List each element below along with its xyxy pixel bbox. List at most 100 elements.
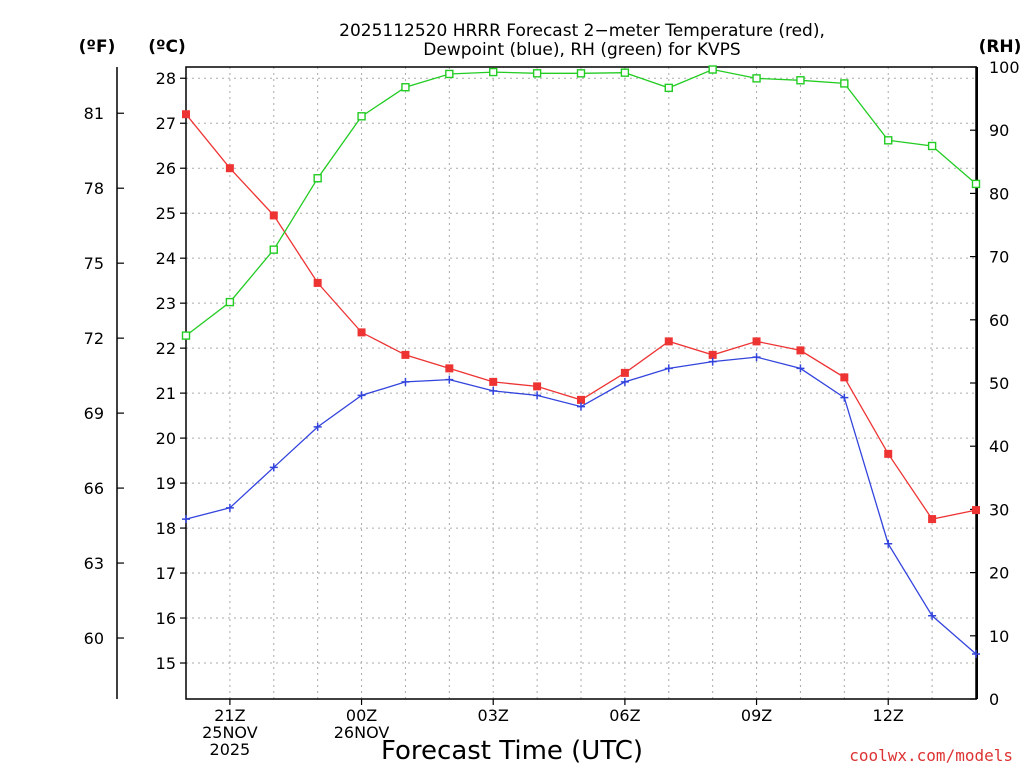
time-tick-label: 03Z <box>478 706 509 725</box>
fahrenheit-tick-label: 66 <box>84 479 104 498</box>
celsius-tick-label: 24 <box>156 249 176 268</box>
celsius-tick-label: 18 <box>156 519 176 538</box>
temperature-point <box>533 382 542 391</box>
rh-point <box>181 331 191 340</box>
celsius-tick-label: 16 <box>156 609 176 628</box>
rh-unit-label: (RH) <box>979 37 1022 57</box>
celsius-tick-label: 28 <box>156 69 176 88</box>
fahrenheit-axis-ticks: 60 63 66 69 72 75 78 81 <box>84 104 124 648</box>
rh-point <box>840 79 849 88</box>
rh-tick-label: 10 <box>989 627 1009 646</box>
dewpoint-point <box>182 515 190 524</box>
rh-tick-label: 50 <box>989 374 1009 393</box>
dewpoint-point <box>972 650 980 659</box>
celsius-tick-label: 27 <box>156 114 176 133</box>
rh-axis-ticks: 0 10 20 30 40 50 60 70 80 90 100 <box>970 58 1020 709</box>
temperature-point <box>225 164 234 173</box>
dewpoint-point <box>620 377 629 386</box>
dewpoint-point <box>313 422 322 431</box>
dewpoint-point <box>445 375 454 384</box>
temperature-point <box>840 373 849 382</box>
credit-label: coolwx.com/models <box>849 746 1013 765</box>
rh-tick-label: 60 <box>989 311 1009 330</box>
temperature-point <box>796 346 805 355</box>
celsius-tick-label: 22 <box>156 339 176 358</box>
fahrenheit-tick-label: 81 <box>84 104 104 123</box>
rh-point <box>269 245 278 254</box>
dewpoint-point <box>664 364 673 373</box>
rh-tick-label: 70 <box>989 248 1009 267</box>
rh-point <box>620 68 630 77</box>
temperature-point <box>401 350 410 359</box>
rh-point <box>927 141 937 151</box>
celsius-tick-label: 21 <box>156 384 176 403</box>
fahrenheit-tick-label: 60 <box>84 629 104 648</box>
time-tick-label: 21Z <box>214 706 245 725</box>
dewpoint-point <box>840 393 849 402</box>
temperature-point <box>313 278 322 287</box>
rh-point <box>884 136 893 145</box>
rh-tick-label: 40 <box>989 437 1009 456</box>
dewpoint-point <box>225 503 234 512</box>
dewpoint-point <box>533 391 542 400</box>
chart-title-line-2: Dewpoint (blue), RH (green) for KVPS <box>423 40 740 60</box>
dewpoint-point <box>357 391 366 400</box>
rh-point <box>796 76 805 85</box>
fahrenheit-tick-label: 63 <box>84 554 104 573</box>
dewpoint-point <box>401 377 410 386</box>
temperature-point <box>884 449 893 458</box>
temperature-point <box>620 368 629 377</box>
time-tick-label: 2025 <box>210 740 251 759</box>
celsius-unit-label: (ºC) <box>148 37 186 57</box>
rh-point <box>445 69 454 79</box>
celsius-tick-label: 23 <box>156 294 176 313</box>
celsius-tick-label: 20 <box>156 429 176 448</box>
dewpoint-point <box>269 463 278 472</box>
rh-point <box>971 179 981 189</box>
temperature-point <box>577 395 585 404</box>
dewpoint-point <box>577 402 585 411</box>
rh-point <box>752 74 761 83</box>
fahrenheit-tick-label: 69 <box>84 404 104 423</box>
rh-tick-label: 30 <box>989 500 1009 519</box>
time-tick-label: 12Z <box>873 706 904 725</box>
temperature-point <box>357 328 366 337</box>
rh-tick-label: 20 <box>989 564 1009 583</box>
rh-point <box>357 112 366 121</box>
fahrenheit-tick-label: 75 <box>84 254 104 273</box>
rh-tick-label: 90 <box>989 121 1009 140</box>
rh-tick-label: 100 <box>989 58 1020 77</box>
rh-point <box>401 83 410 92</box>
rh-point <box>576 69 586 78</box>
celsius-tick-label: 25 <box>156 204 176 223</box>
time-tick-label: 26NOV <box>334 723 390 742</box>
rh-point <box>708 65 717 74</box>
temperature-point <box>664 337 673 346</box>
temperature-point <box>708 350 717 359</box>
time-tick-label: 09Z <box>741 706 772 725</box>
rh-tick-label: 80 <box>989 184 1009 203</box>
plot-frame <box>185 66 977 700</box>
dewpoint-point <box>796 364 805 373</box>
temperature-point <box>928 515 937 524</box>
time-tick-label: 00Z <box>346 706 377 725</box>
series <box>181 65 981 659</box>
grid <box>186 67 976 699</box>
dewpoint-point <box>752 353 761 362</box>
x-axis-label: Forecast Time (UTC) <box>381 736 643 766</box>
dewpoint-point <box>489 386 498 395</box>
celsius-axis-ticks: 15 16 17 18 19 20 21 22 23 24 25 26 27 28 <box>156 69 186 673</box>
temperature-point <box>752 337 761 346</box>
dewpoint-point <box>928 611 937 620</box>
dewpoint-point <box>884 539 893 548</box>
time-tick-label: 25NOV <box>202 723 258 742</box>
celsius-tick-label: 19 <box>156 474 176 493</box>
rh-point <box>489 67 498 77</box>
dewpoint-point <box>708 357 717 366</box>
temperature-point <box>182 110 190 119</box>
temperature-point <box>489 377 498 386</box>
celsius-tick-label: 15 <box>156 654 176 673</box>
temperature-point <box>445 364 454 373</box>
rh-point <box>532 69 542 78</box>
